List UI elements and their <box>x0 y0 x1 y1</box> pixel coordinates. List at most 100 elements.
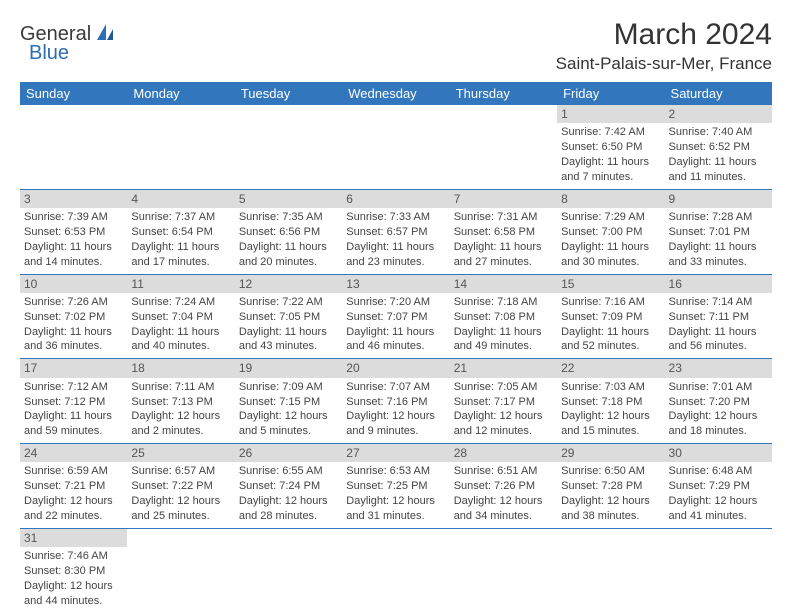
daylight-text-1: Daylight: 12 hours <box>561 409 660 424</box>
sunrise-text: Sunrise: 7:33 AM <box>346 210 445 225</box>
daylight-text-1: Daylight: 11 hours <box>346 325 445 340</box>
daylight-text-2: and 25 minutes. <box>131 509 230 524</box>
daylight-text-1: Daylight: 11 hours <box>454 325 553 340</box>
sunset-text: Sunset: 7:11 PM <box>669 310 768 325</box>
daylight-text-2: and 31 minutes. <box>346 509 445 524</box>
calendar-row: 1Sunrise: 7:42 AMSunset: 6:50 PMDaylight… <box>20 105 772 189</box>
daylight-text-1: Daylight: 12 hours <box>454 494 553 509</box>
daylight-text-1: Daylight: 11 hours <box>346 240 445 255</box>
logo-text-blue: Blue <box>29 42 69 64</box>
calendar-cell: 21Sunrise: 7:05 AMSunset: 7:17 PMDayligh… <box>450 359 557 444</box>
daylight-text-2: and 30 minutes. <box>561 255 660 270</box>
daylight-text-2: and 14 minutes. <box>24 255 123 270</box>
daylight-text-2: and 27 minutes. <box>454 255 553 270</box>
calendar-cell: 12Sunrise: 7:22 AMSunset: 7:05 PMDayligh… <box>235 274 342 359</box>
day-content: Sunrise: 7:46 AMSunset: 8:30 PMDaylight:… <box>20 547 127 612</box>
daylight-text-2: and 40 minutes. <box>131 339 230 354</box>
day-content: Sunrise: 7:12 AMSunset: 7:12 PMDaylight:… <box>20 378 127 443</box>
sunrise-text: Sunrise: 7:28 AM <box>669 210 768 225</box>
daylight-text-1: Daylight: 11 hours <box>669 155 768 170</box>
sunset-text: Sunset: 7:22 PM <box>131 479 230 494</box>
sunset-text: Sunset: 7:26 PM <box>454 479 553 494</box>
day-number: 10 <box>20 275 127 293</box>
calendar-cell: 19Sunrise: 7:09 AMSunset: 7:15 PMDayligh… <box>235 359 342 444</box>
day-number: 28 <box>450 444 557 462</box>
day-number: 26 <box>235 444 342 462</box>
calendar-cell <box>342 105 449 189</box>
calendar-cell: 23Sunrise: 7:01 AMSunset: 7:20 PMDayligh… <box>665 359 772 444</box>
calendar-body: 1Sunrise: 7:42 AMSunset: 6:50 PMDaylight… <box>20 105 772 613</box>
daylight-text-1: Daylight: 11 hours <box>454 240 553 255</box>
sunrise-text: Sunrise: 7:26 AM <box>24 295 123 310</box>
day-number: 7 <box>450 190 557 208</box>
sunset-text: Sunset: 7:16 PM <box>346 395 445 410</box>
sunset-text: Sunset: 6:57 PM <box>346 225 445 240</box>
day-number: 2 <box>665 105 772 123</box>
day-content: Sunrise: 7:20 AMSunset: 7:07 PMDaylight:… <box>342 293 449 358</box>
calendar-cell: 13Sunrise: 7:20 AMSunset: 7:07 PMDayligh… <box>342 274 449 359</box>
sunrise-text: Sunrise: 6:53 AM <box>346 464 445 479</box>
daylight-text-1: Daylight: 11 hours <box>131 325 230 340</box>
daylight-text-2: and 28 minutes. <box>239 509 338 524</box>
daylight-text-1: Daylight: 11 hours <box>24 325 123 340</box>
calendar-cell <box>342 528 449 612</box>
calendar-cell <box>235 105 342 189</box>
sunset-text: Sunset: 7:25 PM <box>346 479 445 494</box>
calendar-cell <box>235 528 342 612</box>
calendar-row: 17Sunrise: 7:12 AMSunset: 7:12 PMDayligh… <box>20 359 772 444</box>
daylight-text-1: Daylight: 11 hours <box>669 240 768 255</box>
day-content: Sunrise: 7:29 AMSunset: 7:00 PMDaylight:… <box>557 208 664 273</box>
sunrise-text: Sunrise: 6:50 AM <box>561 464 660 479</box>
day-number: 13 <box>342 275 449 293</box>
daylight-text-1: Daylight: 11 hours <box>131 240 230 255</box>
daylight-text-2: and 9 minutes. <box>346 424 445 439</box>
calendar-row: 10Sunrise: 7:26 AMSunset: 7:02 PMDayligh… <box>20 274 772 359</box>
calendar-cell <box>665 528 772 612</box>
daylight-text-2: and 17 minutes. <box>131 255 230 270</box>
sunset-text: Sunset: 7:09 PM <box>561 310 660 325</box>
daylight-text-2: and 44 minutes. <box>24 594 123 609</box>
sunset-text: Sunset: 7:08 PM <box>454 310 553 325</box>
day-number: 24 <box>20 444 127 462</box>
day-number: 4 <box>127 190 234 208</box>
sunset-text: Sunset: 6:52 PM <box>669 140 768 155</box>
day-number: 17 <box>20 359 127 377</box>
sunset-text: Sunset: 6:58 PM <box>454 225 553 240</box>
day-number: 1 <box>557 105 664 123</box>
calendar-cell: 6Sunrise: 7:33 AMSunset: 6:57 PMDaylight… <box>342 189 449 274</box>
daylight-text-2: and 22 minutes. <box>24 509 123 524</box>
day-number: 27 <box>342 444 449 462</box>
calendar-row: 31Sunrise: 7:46 AMSunset: 8:30 PMDayligh… <box>20 528 772 612</box>
day-number: 29 <box>557 444 664 462</box>
daylight-text-2: and 11 minutes. <box>669 170 768 185</box>
weekday-header: Monday <box>127 82 234 105</box>
calendar-cell: 10Sunrise: 7:26 AMSunset: 7:02 PMDayligh… <box>20 274 127 359</box>
sunrise-text: Sunrise: 6:51 AM <box>454 464 553 479</box>
calendar-cell: 26Sunrise: 6:55 AMSunset: 7:24 PMDayligh… <box>235 444 342 529</box>
sunset-text: Sunset: 7:20 PM <box>669 395 768 410</box>
daylight-text-2: and 36 minutes. <box>24 339 123 354</box>
sunrise-text: Sunrise: 7:31 AM <box>454 210 553 225</box>
daylight-text-1: Daylight: 11 hours <box>561 240 660 255</box>
daylight-text-2: and 49 minutes. <box>454 339 553 354</box>
sunrise-text: Sunrise: 7:16 AM <box>561 295 660 310</box>
day-number: 8 <box>557 190 664 208</box>
sunrise-text: Sunrise: 7:01 AM <box>669 380 768 395</box>
calendar-cell: 30Sunrise: 6:48 AMSunset: 7:29 PMDayligh… <box>665 444 772 529</box>
day-content: Sunrise: 7:40 AMSunset: 6:52 PMDaylight:… <box>665 123 772 188</box>
sunrise-text: Sunrise: 7:18 AM <box>454 295 553 310</box>
calendar-cell <box>450 105 557 189</box>
sunset-text: Sunset: 7:17 PM <box>454 395 553 410</box>
calendar-cell: 7 Sunrise: 7:31 AMSunset: 6:58 PMDaylight… <box>450 189 557 274</box>
calendar-cell: 25Sunrise: 6:57 AMSunset: 7:22 PMDayligh… <box>127 444 234 529</box>
calendar-cell: 28 Sunrise: 6:51 AMSunset: 7:26 PMDayligh… <box>450 444 557 529</box>
daylight-text-2: and 12 minutes. <box>454 424 553 439</box>
daylight-text-1: Daylight: 12 hours <box>24 579 123 594</box>
daylight-text-2: and 56 minutes. <box>669 339 768 354</box>
sunrise-text: Sunrise: 7:07 AM <box>346 380 445 395</box>
day-content: Sunrise: 7:18 AMSunset: 7:08 PMDaylight:… <box>450 293 557 358</box>
calendar-cell: 14Sunrise: 7:18 AMSunset: 7:08 PMDayligh… <box>450 274 557 359</box>
day-content: Sunrise: 7:26 AMSunset: 7:02 PMDaylight:… <box>20 293 127 358</box>
day-content: Sunrise: 7:28 AMSunset: 7:01 PMDaylight:… <box>665 208 772 273</box>
day-number: 23 <box>665 359 772 377</box>
